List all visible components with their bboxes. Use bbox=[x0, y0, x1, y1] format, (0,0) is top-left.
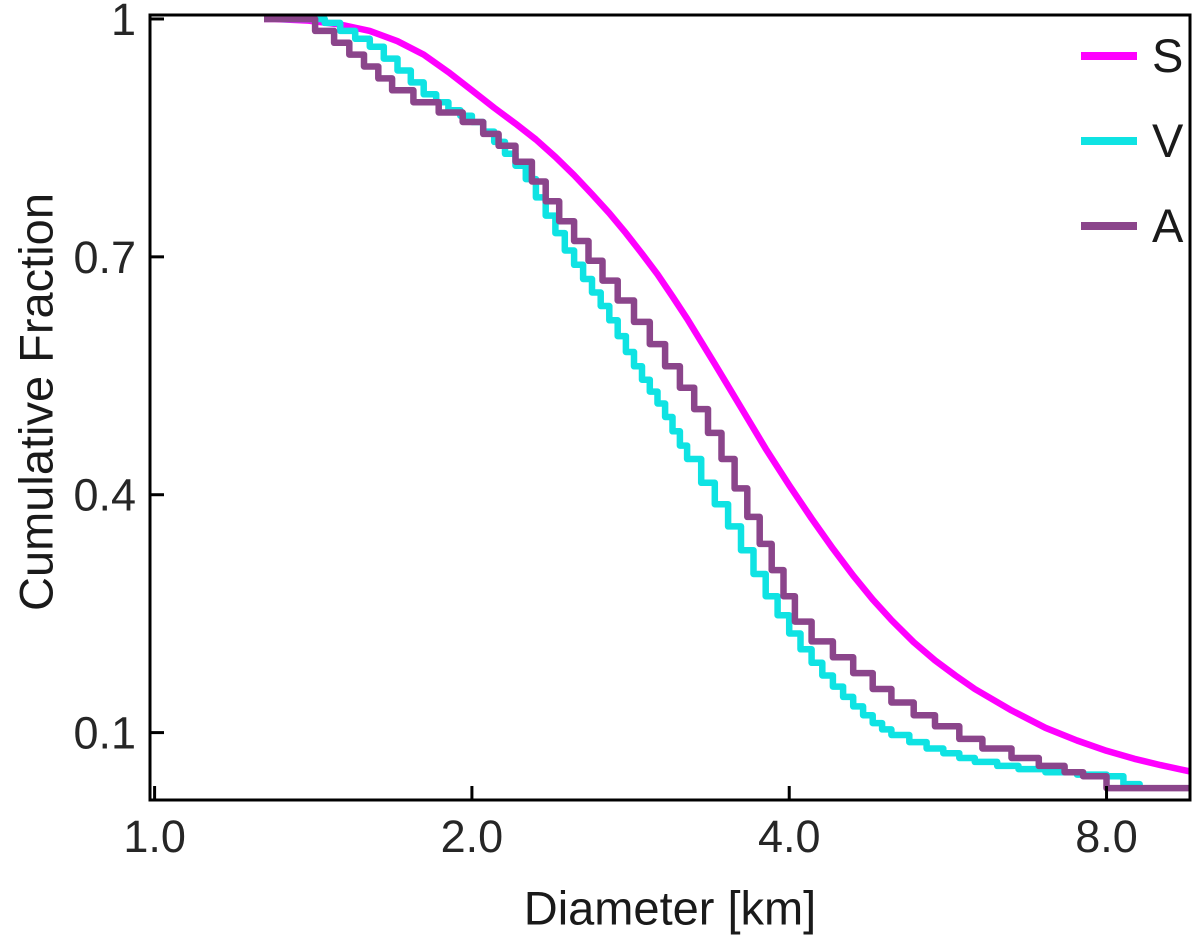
legend-swatch-V bbox=[1081, 136, 1137, 145]
legend-item-A: A bbox=[1081, 198, 1186, 253]
plot-area bbox=[150, 15, 1190, 800]
x-tick-label: 4.0 bbox=[758, 811, 821, 862]
plot-frame bbox=[148, 13, 1192, 802]
series-A-curve bbox=[264, 15, 1190, 792]
y-tick-label: 0.4 bbox=[73, 470, 136, 521]
legend-label-A: A bbox=[1152, 199, 1184, 252]
axes-ticks: 1.0 2.0 4.0 8.0 0.1 0.4 0.7 1 bbox=[73, 0, 1137, 862]
legend-item-S: S bbox=[1081, 28, 1186, 83]
series-group bbox=[264, 15, 1190, 792]
y-axis-title: Cumulative Fraction bbox=[9, 193, 63, 611]
series-S-curve bbox=[264, 15, 1190, 775]
y-tick-label: 0.1 bbox=[73, 708, 136, 759]
legend-swatch-A bbox=[1081, 221, 1137, 230]
legend-label-V: V bbox=[1152, 114, 1184, 167]
legend-swatch-S bbox=[1081, 51, 1137, 60]
x-tick-label: 2.0 bbox=[441, 811, 504, 862]
x-tick-label: 8.0 bbox=[1075, 811, 1138, 862]
legend-label-S: S bbox=[1152, 29, 1184, 82]
y-tick-label: 0.7 bbox=[73, 232, 136, 283]
legend-item-V: V bbox=[1081, 113, 1186, 168]
y-tick-label: 1 bbox=[111, 0, 136, 45]
x-axis-title: Diameter [km] bbox=[523, 881, 817, 935]
x-tick-label: 1.0 bbox=[123, 811, 186, 862]
